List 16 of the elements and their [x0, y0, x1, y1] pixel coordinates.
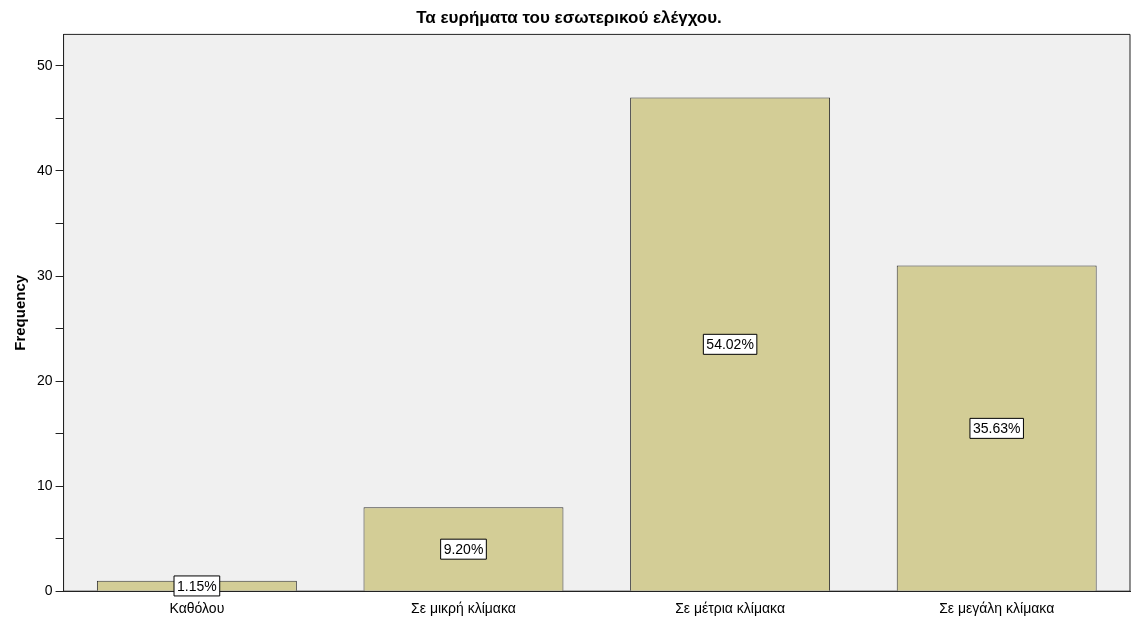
y-tick-label: 50	[36, 56, 53, 73]
y-axis-title: Frequency	[11, 274, 29, 351]
x-tick-label: Καθόλου	[169, 600, 225, 617]
annotation: 1.15%	[177, 577, 217, 594]
annotation: 35.63%	[972, 420, 1021, 437]
y-tick-label: 10	[36, 477, 53, 493]
x-tick-label: Σε μέτρια κλίμακα	[675, 600, 786, 617]
x-tick-label: Σε μεγάλη κλίμακα	[939, 600, 1055, 617]
y-tick-label: 20	[36, 371, 53, 388]
annotation: 9.20%	[443, 541, 484, 558]
x-tick-label: Σε μικρή κλίμακα	[411, 600, 516, 617]
y-tick-label: 0	[44, 582, 53, 599]
y-tick-label: 30	[36, 266, 53, 283]
y-tick-label: 40	[36, 161, 53, 178]
chart-title: Τα ευρήματα του εσωτερικού ελέγχου.	[416, 7, 722, 27]
annotation: 54.02%	[706, 336, 754, 353]
